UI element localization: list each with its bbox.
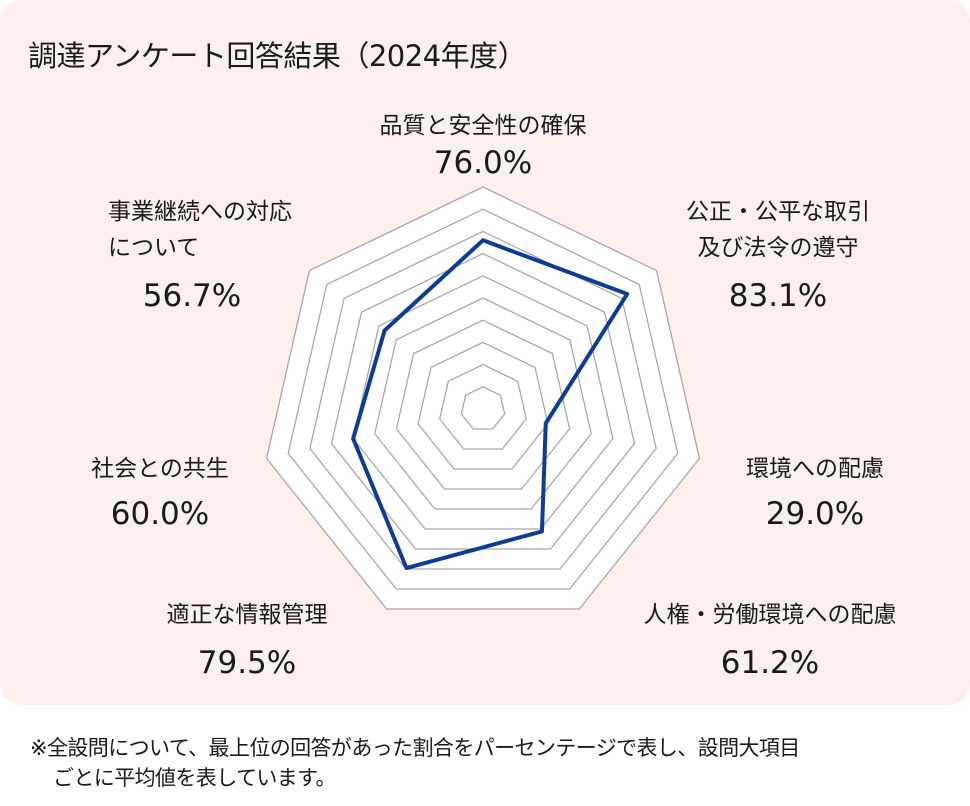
axis-label-quality: 品質と安全性の確保 <box>379 113 587 139</box>
value-label-society: 60.0% <box>110 496 210 532</box>
axis-label-environment: 環境への配慮 <box>746 456 884 482</box>
grid-ring <box>417 341 549 470</box>
radar-plot-area <box>266 187 700 610</box>
axis-label-fair-trade: 公正・公平な取引 及び法令の遵守 <box>686 199 870 261</box>
axis-label-society: 社会との共生 <box>91 456 229 482</box>
grid-ring <box>460 386 506 430</box>
grid-ring <box>374 297 592 510</box>
grid-ring <box>395 319 571 490</box>
chart-title: 調達アンケート回答結果（2024年度） <box>28 39 527 73</box>
grid-ring <box>352 275 614 530</box>
value-label-quality: 76.0% <box>433 145 533 181</box>
axis-label-human-rights: 人権・労働環境への配慮 <box>643 602 897 628</box>
footnote-line: ※全設問について、最上位の回答があった割合をパーセンテージで表し、設問大項目 <box>30 736 800 760</box>
axis-label-information: 適正な情報管理 <box>166 602 328 628</box>
grid-ring <box>309 230 657 570</box>
value-label-information: 79.5% <box>197 645 297 681</box>
axis-label-business-continuity: 事業継続への対応 について <box>108 199 292 261</box>
footnote: ※全設問について、最上位の回答があった割合をパーセンテージで表し、設問大項目 ご… <box>30 733 800 793</box>
value-label-business-continuity: 56.7% <box>142 278 242 314</box>
grid-ring <box>265 186 701 610</box>
data-series-line <box>351 238 630 571</box>
grid-ring <box>439 363 527 450</box>
value-label-human-rights: 61.2% <box>720 645 820 681</box>
grid-ring <box>287 208 679 590</box>
value-label-fair-trade: 83.1% <box>728 278 828 314</box>
footnote-line: ごとに平均値を表しています。 <box>53 766 336 790</box>
value-label-environment: 29.0% <box>765 496 865 532</box>
